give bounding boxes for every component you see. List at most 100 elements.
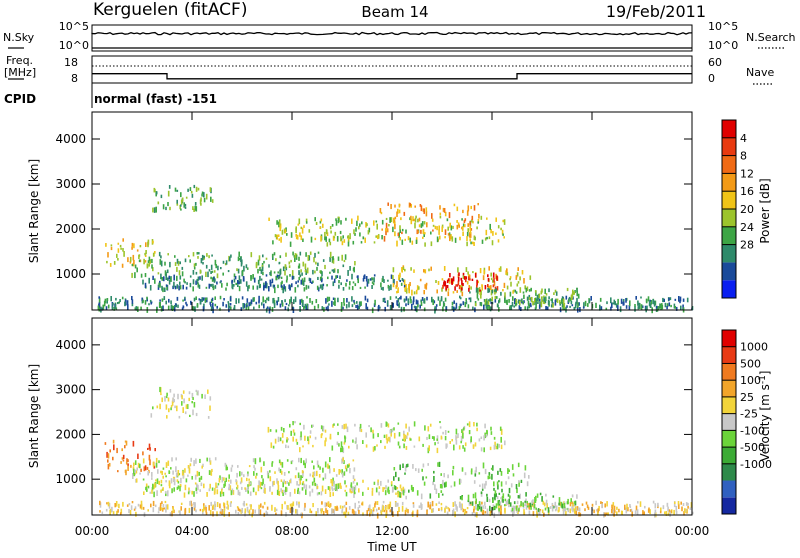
velocity-echo-cell	[332, 492, 334, 497]
power-echo-cell	[472, 271, 474, 274]
power-echo-cell	[402, 266, 405, 270]
power-echo-cell	[331, 300, 333, 307]
power-echo-cell	[514, 289, 517, 293]
power-echo-cell	[340, 236, 342, 242]
power-echo-cell	[281, 280, 283, 284]
power-echo-cell	[167, 305, 170, 310]
velocity-echo-cell	[165, 491, 167, 497]
velocity-echo-cell	[201, 393, 203, 399]
velocity-echo-cell	[139, 472, 141, 475]
power-echo-cell	[476, 293, 479, 299]
power-echo-cell	[328, 238, 331, 243]
power-echo-cell	[315, 299, 318, 304]
power-echo-cell	[446, 279, 449, 284]
velocity-echo-cell	[309, 491, 311, 497]
power-echo-cell	[267, 296, 270, 302]
velocity-echo-cell	[396, 487, 399, 490]
velocity-echo-cell	[335, 483, 337, 490]
power-echo-cell	[283, 228, 286, 234]
power-echo-cell	[276, 220, 278, 225]
power-echo-cell	[145, 250, 147, 255]
velocity-echo-cell	[107, 459, 109, 463]
velocity-echo-cell	[573, 501, 576, 504]
velocity-echo-cell	[149, 459, 151, 466]
date-title: 19/Feb/2011	[606, 2, 706, 21]
power-echo-cell	[543, 297, 545, 301]
velocity-echo-cell	[488, 472, 491, 475]
power-echo-cell	[489, 306, 492, 312]
power-echo-cell	[348, 301, 350, 308]
velocity-echo-cell	[160, 489, 162, 493]
power-echo-cell	[219, 295, 222, 300]
power-echo-cell	[290, 296, 292, 303]
power-echo-cell	[229, 303, 232, 306]
velocity-echo-cell	[214, 507, 216, 511]
velocity-echo-cell	[274, 507, 276, 512]
power-echo-cell	[331, 224, 334, 227]
velocity-echo-cell	[498, 508, 500, 512]
power-echo-cell	[526, 286, 529, 291]
power-echo-cell	[394, 221, 396, 226]
velocity-echo-cell	[383, 509, 386, 513]
power-echo-cell	[158, 251, 161, 257]
velocity-colorbar-tick-label: 500	[740, 357, 761, 370]
power-echo-cell	[362, 236, 365, 240]
power-echo-cell	[419, 278, 422, 282]
noise-left-tick-bottom: 10^0	[59, 39, 89, 52]
velocity-echo-cell	[114, 503, 116, 508]
power-echo-cell	[287, 307, 289, 312]
power-echo-cell	[394, 224, 396, 230]
power-echo-cell	[140, 306, 142, 310]
power-echo-cell	[197, 283, 200, 288]
power-echo-cell	[400, 282, 403, 286]
power-echo-cell	[168, 275, 171, 280]
power-echo-cell	[295, 255, 298, 260]
velocity-echo-cell	[99, 510, 101, 513]
velocity-echo-cell	[229, 485, 232, 491]
power-echo-cell	[193, 208, 195, 212]
velocity-echo-cell	[269, 470, 271, 473]
power-echo-cell	[420, 301, 423, 306]
velocity-echo-cell	[486, 496, 489, 502]
power-echo-cell	[477, 280, 479, 284]
velocity-echo-cell	[481, 512, 484, 515]
power-echo-cell	[144, 252, 146, 256]
velocity-echo-cell	[171, 457, 173, 462]
velocity-echo-cell	[526, 481, 529, 487]
power-echo-cell	[661, 304, 664, 310]
velocity-echo-cell	[130, 464, 132, 468]
velocity-echo-cell	[111, 506, 113, 513]
power-echo-cell	[394, 204, 396, 208]
velocity-ytick-label: 1000	[55, 472, 86, 486]
velocity-echo-cell	[461, 495, 463, 497]
x-tick-label: 16:00	[475, 524, 510, 538]
power-echo-cell	[312, 280, 314, 284]
power-echo-cell	[299, 299, 301, 305]
power-echo-cell	[680, 305, 682, 311]
velocity-echo-cell	[451, 439, 453, 442]
power-echo-cell	[506, 272, 509, 276]
power-echo-cell	[452, 225, 454, 229]
power-echo-cell	[169, 261, 171, 268]
velocity-echo-cell	[200, 475, 203, 480]
velocity-echo-cell	[120, 508, 123, 514]
power-echo-cell	[538, 293, 541, 299]
velocity-echo-cell	[122, 459, 125, 462]
power-echo-cell	[652, 299, 654, 305]
velocity-colorbar-swatch	[722, 463, 736, 481]
velocity-echo-cell	[368, 505, 371, 509]
velocity-echo-cell	[207, 416, 210, 419]
velocity-echo-cell	[163, 507, 166, 510]
velocity-echo-cell	[499, 426, 502, 431]
velocity-echo-cell	[512, 511, 514, 517]
velocity-echo-cell	[296, 501, 298, 506]
velocity-echo-cell	[226, 506, 228, 509]
power-echo-cell	[398, 274, 400, 280]
velocity-echo-cell	[455, 504, 457, 510]
power-echo-cell	[494, 290, 496, 295]
power-echo-cell	[398, 203, 401, 208]
power-echo-cell	[515, 291, 518, 294]
power-echo-cell	[376, 223, 378, 230]
power-echo-cell	[606, 301, 608, 305]
power-echo-cell	[327, 305, 329, 312]
